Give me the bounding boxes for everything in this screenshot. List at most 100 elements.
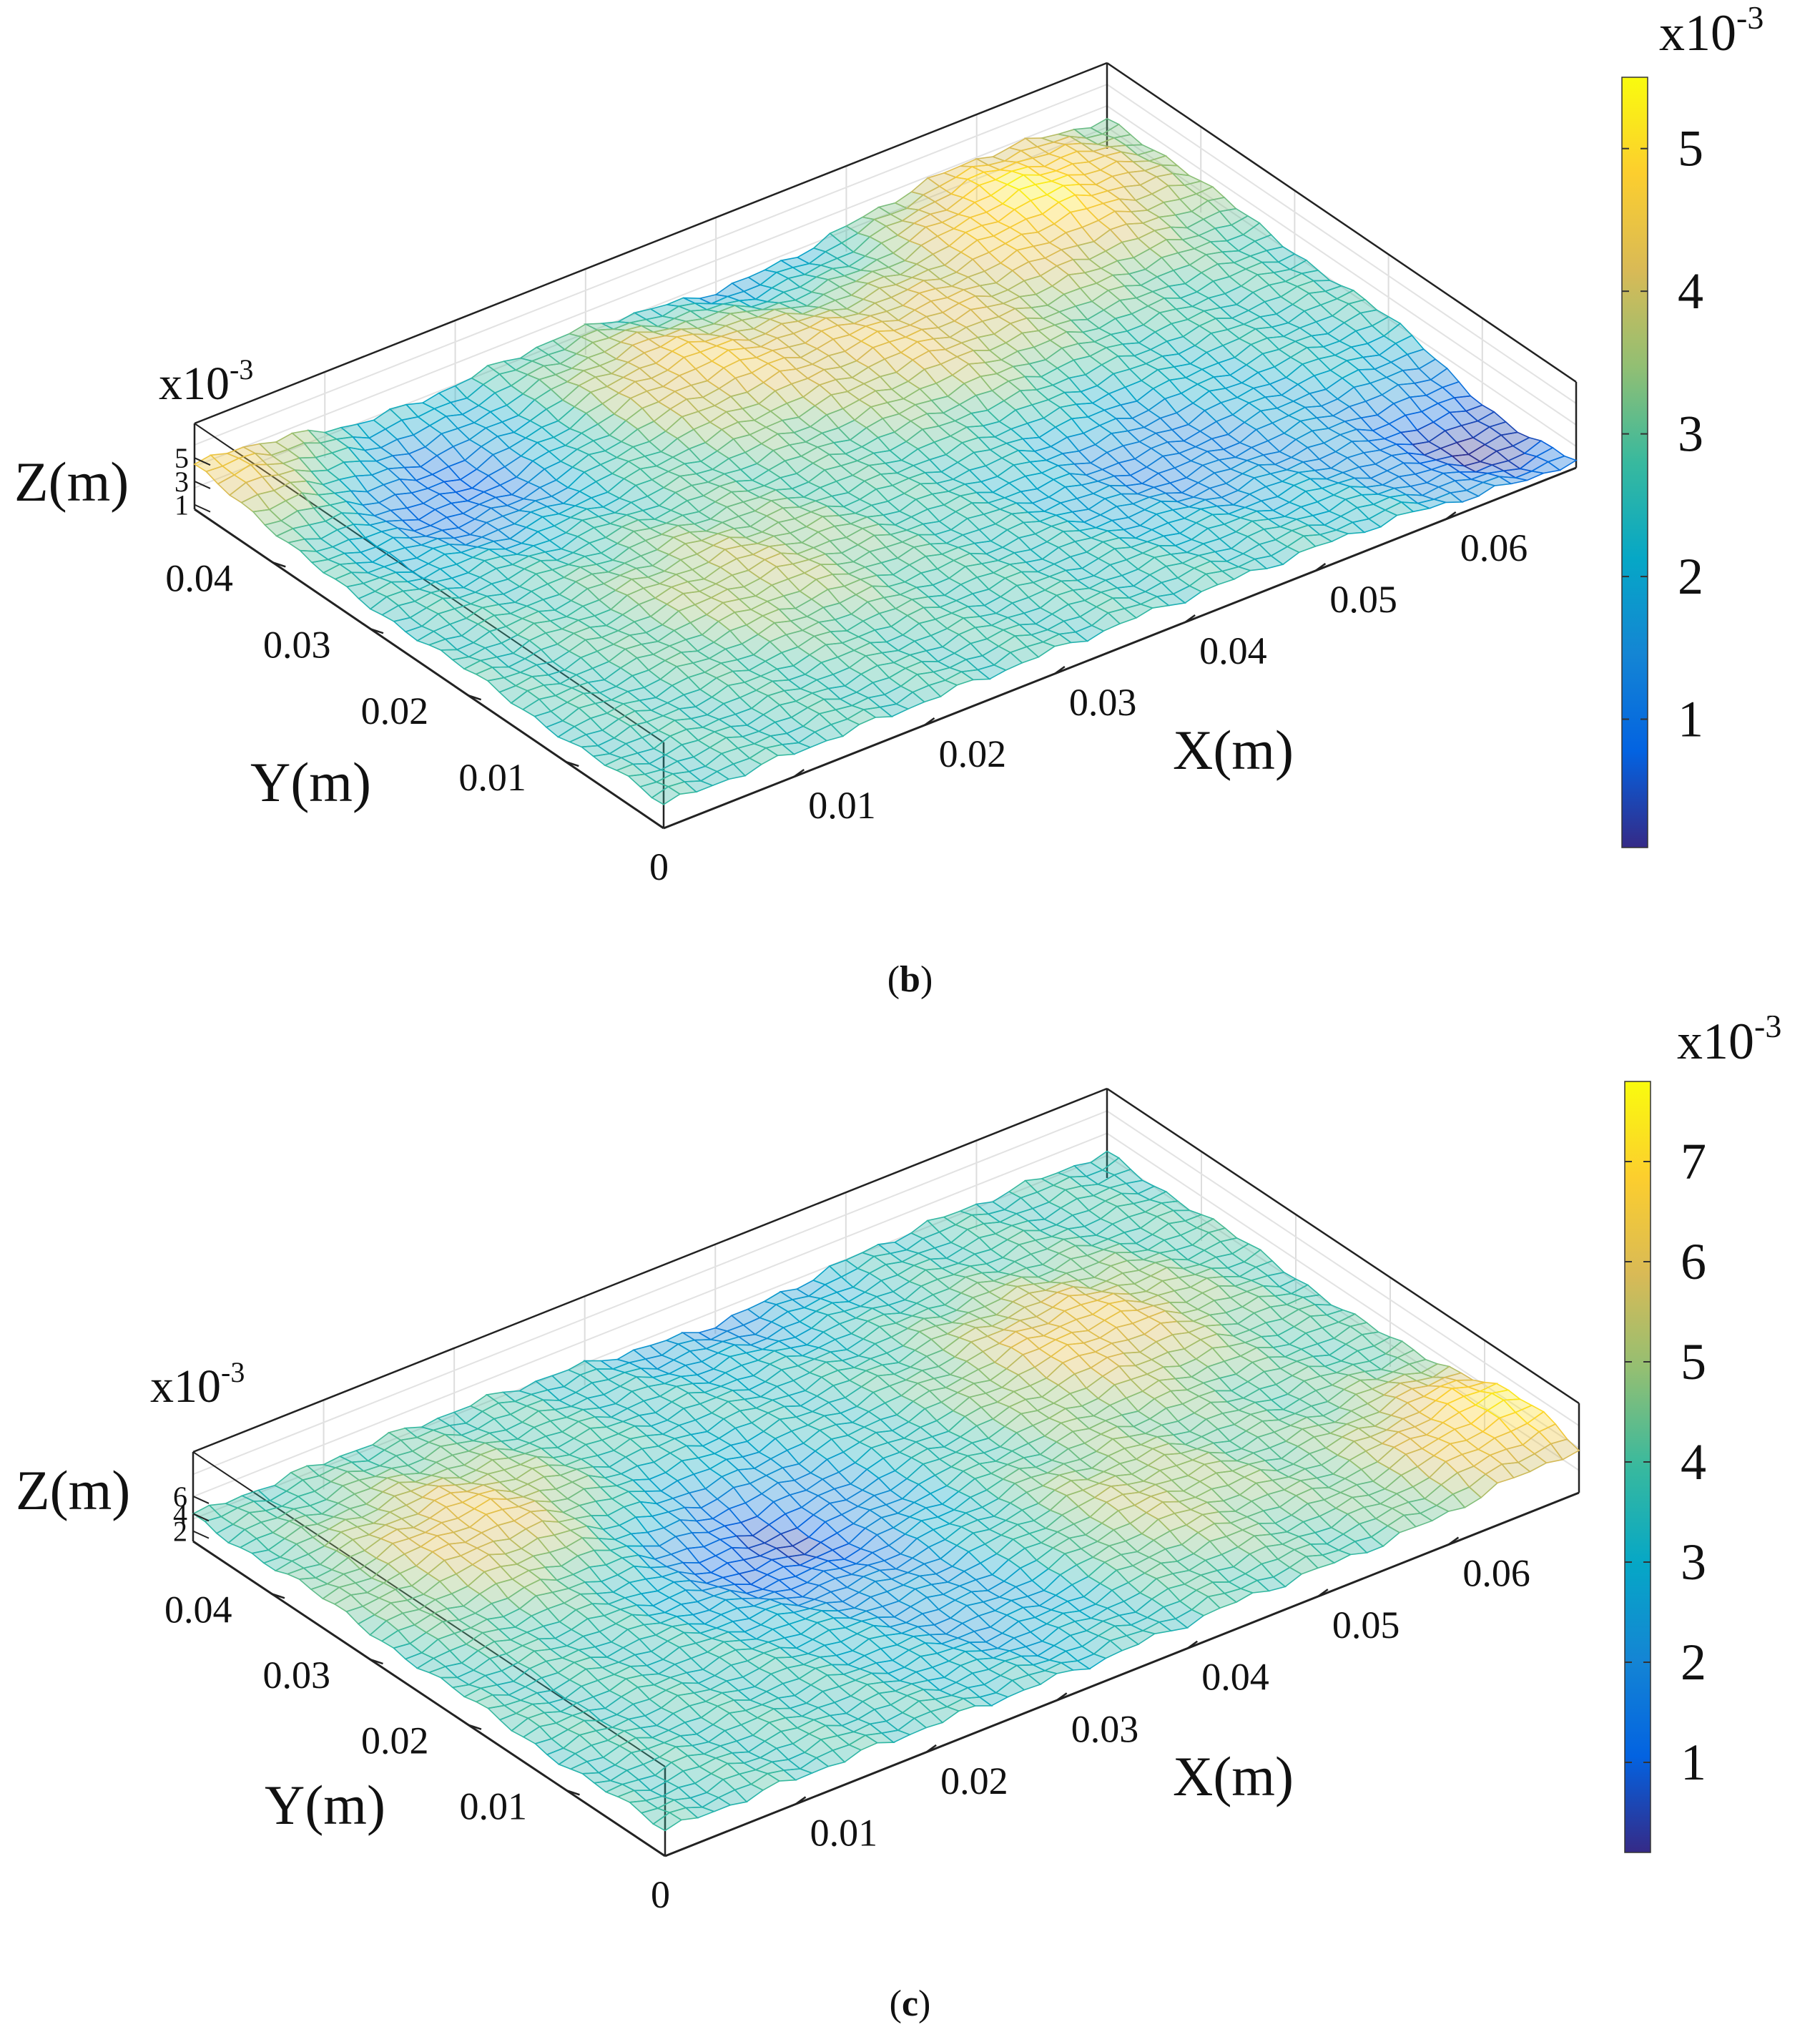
y-tick-label: 0.03 (263, 1654, 331, 1697)
y-tick-label: 0.02 (361, 689, 428, 732)
y-tick-label: 0.02 (361, 1719, 429, 1762)
colorbar: 1 2 3 4 5 x10-3 (1621, 0, 1764, 848)
axis-ticks: 00.010.020.030.040.050.060.010.020.030.0… (164, 1481, 1530, 1916)
x-tick-mark (1317, 1589, 1329, 1598)
axis-labels: X(m) Y(m) Z(m) x10-3 (14, 353, 1294, 813)
x-tick-label: 0.01 (810, 1811, 878, 1854)
y-tick-mark (468, 694, 482, 701)
back-wall-z-grid (194, 84, 1108, 446)
colorbar-exponent-label: x10-3 (1659, 0, 1764, 62)
x-tick-mark (1314, 562, 1327, 572)
z-tick-mark (192, 1530, 210, 1539)
back-wall-z-grid (192, 1110, 1108, 1476)
mesh-cell (1550, 1438, 1580, 1461)
z-tick-mark (194, 504, 211, 513)
axis-labels: X(m)Y(m)Z(m)x10-3 (16, 1356, 1294, 1836)
z-tick-label: 5 (174, 442, 189, 474)
y-axis-label: Y(m) (250, 751, 371, 813)
colorbar-gradient (1621, 77, 1648, 848)
x-tick-label: 0.02 (939, 732, 1007, 775)
x-axis-label: X(m) (1173, 1745, 1294, 1807)
back-wall-z-grid (194, 127, 1108, 489)
colorbar-tick-label: 5 (1678, 120, 1703, 177)
z-axis-label: Z(m) (16, 1459, 130, 1521)
colorbar-tick-label: 3 (1681, 1533, 1706, 1591)
y-tick-label: 0.04 (164, 1588, 232, 1631)
z-tick-mark (192, 1513, 210, 1522)
colorbar-exponent-power: -3 (1754, 1016, 1781, 1044)
x-tick-label: 0.06 (1460, 526, 1528, 569)
z-tick-mark (194, 480, 211, 489)
surface-mesh (192, 1150, 1580, 1832)
x-tick-mark (1186, 1640, 1199, 1649)
box-top-back-edge (194, 62, 1108, 425)
surface-plot-c: 00.010.020.030.040.050.060.010.020.030.0… (16, 1016, 1781, 1916)
colorbar-exponent-label: x10-3 (1677, 1016, 1781, 1070)
x-tick-label: 0.06 (1462, 1552, 1530, 1595)
side-wall-z-grid (1106, 105, 1577, 426)
x-tick-mark (923, 717, 935, 727)
z-exponent-power: -3 (230, 353, 253, 386)
z-exponent-label: x10-3 (150, 1356, 245, 1413)
side-wall-z-grid (1106, 127, 1577, 447)
z-tick-label: 4 (173, 1498, 187, 1530)
caption-label: b (900, 959, 920, 1000)
y-tick-label: 0.04 (165, 556, 232, 599)
x-tick-label: 0.03 (1069, 681, 1137, 724)
y-tick-mark (565, 760, 579, 767)
x-axis-line (663, 466, 1577, 830)
axes-box (193, 62, 1578, 830)
colorbar-tick-label: 6 (1681, 1233, 1706, 1290)
colorbar-tick-label: 7 (1681, 1133, 1706, 1190)
x-tick-mark (1054, 665, 1066, 675)
colorbar-tick-label: 2 (1678, 548, 1703, 605)
z-tick-mark (194, 457, 211, 466)
colorbar-tick-label: 4 (1681, 1433, 1706, 1491)
figure-panel-b: 0 0.01 0.02 0.03 0.04 0.05 0.06 0.01 0.02 0.03 0.0… (0, 0, 1820, 1001)
colorbar-tick-label: 1 (1681, 1734, 1706, 1791)
z-tick-label: 1 (174, 489, 189, 521)
side-wall-z-grid (1106, 1110, 1580, 1427)
back-wall-z-grid (192, 1132, 1108, 1498)
x-tick-mark (795, 1796, 807, 1805)
z-axis-label: Z(m) (14, 451, 129, 513)
x-tick-label: 0.01 (808, 784, 876, 827)
z-exponent-power: -3 (221, 1356, 245, 1388)
colorbar-exponent-power: -3 (1736, 0, 1764, 36)
colorbar-tick-label: 3 (1678, 406, 1703, 463)
caption-c: (c) (0, 1983, 1820, 2025)
caption-label: c (901, 1983, 919, 2024)
caption-open: ( (887, 959, 900, 1000)
colorbar-tick-label: 1 (1678, 691, 1703, 748)
x-axis-label: X(m) (1173, 719, 1294, 781)
x-tick-mark (925, 1744, 937, 1753)
x-tick-label: 0.05 (1329, 578, 1397, 621)
z-exponent-label: x10-3 (159, 353, 253, 410)
surface-mesh (193, 117, 1578, 805)
y-tick-mark (566, 1790, 580, 1796)
colorbar-tick-label: 4 (1678, 262, 1703, 320)
box-top-right-edge (1106, 62, 1577, 383)
z-tick-label: 3 (174, 466, 189, 498)
y-tick-label: 0.01 (460, 1785, 528, 1827)
x-tick-label: 0.04 (1201, 1656, 1269, 1699)
mesh-cell (1547, 455, 1578, 471)
y-tick-mark (370, 1658, 383, 1665)
z-tick-label: 2 (173, 1516, 187, 1548)
x-tick-label: 0.04 (1199, 629, 1267, 672)
caption-b: (b) (0, 958, 1820, 1001)
z-tick-mark (192, 1496, 210, 1504)
box-top-left-edge (192, 1451, 666, 1767)
figure-panel-c: 0 0.01 0.02 0.03 0.04 0.05 0.06 0.01 0.02 0.03 0.0… (0, 1016, 1820, 2032)
box-top-right-edge (1106, 1087, 1580, 1405)
axis-ticks: 00.010.020.030.040.050.060.010.020.030.0… (165, 442, 1528, 888)
back-wall-z-grid (194, 105, 1108, 467)
side-wall-z-grid (1106, 84, 1577, 404)
box-top-left-edge (194, 423, 664, 743)
caption-close: ) (918, 1983, 931, 2024)
x-tick-label: 0 (649, 845, 669, 888)
box-top-back-edge (192, 1087, 1108, 1453)
side-wall-z-grid (1106, 1132, 1580, 1449)
y-tick-label: 0.01 (458, 756, 526, 799)
